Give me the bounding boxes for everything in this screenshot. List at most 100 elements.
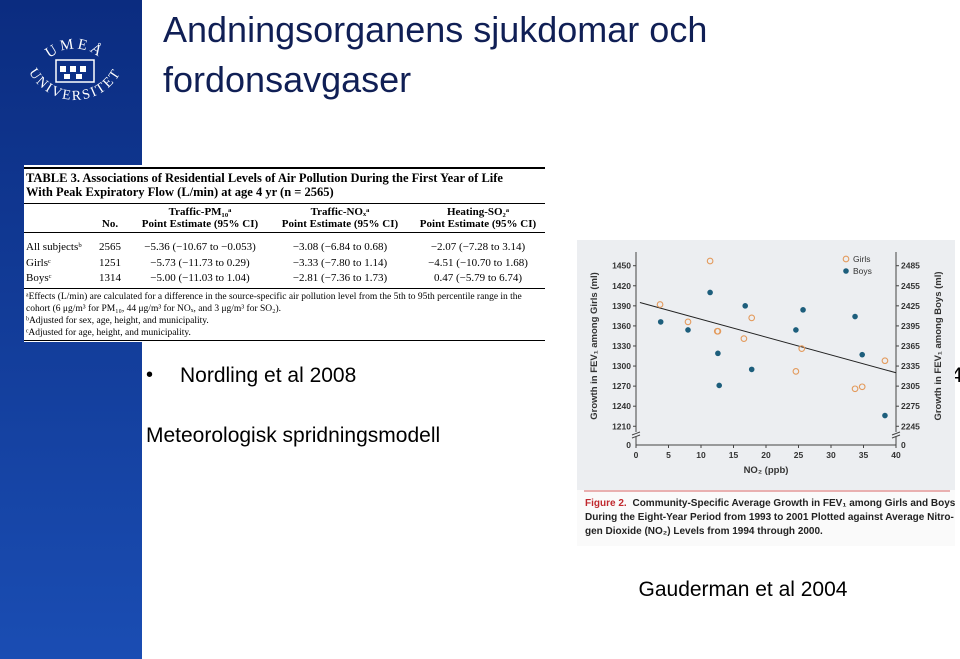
table-column-header: No.	[101, 218, 119, 230]
caption-line: Community-Specific Average Growth in FEV…	[632, 498, 955, 509]
title-line: Andningsorganens sjukdomar och	[163, 9, 707, 50]
y-tick-label: 1390	[612, 301, 631, 311]
table-title: TABLE 3. Associations of Residential Lev…	[26, 171, 503, 185]
legend-label: Girls	[853, 254, 870, 264]
point	[798, 345, 806, 353]
y2-tick-label: 2455	[901, 281, 920, 291]
table-cell: −5.36 (−10.67 to −0.053)	[144, 241, 256, 253]
point	[707, 289, 713, 296]
legend-marker	[842, 255, 850, 263]
point	[881, 357, 889, 365]
bullet-text: Nordling et al 2008	[180, 364, 356, 387]
point	[859, 351, 865, 358]
point	[706, 257, 714, 265]
x-tick-label: 20	[761, 450, 771, 460]
caption-label: Figure 2.	[585, 498, 627, 509]
x-tick-label: 25	[794, 450, 804, 460]
x-tick-label: 35	[859, 450, 869, 460]
point	[714, 327, 722, 335]
y2-tick-label: 2365	[901, 341, 920, 351]
point	[800, 307, 806, 313]
y-tick-label: 1450	[612, 261, 631, 271]
table-cell: −2.07 (−7.28 to 3.14)	[430, 241, 526, 253]
figure-bg	[577, 240, 955, 490]
point	[740, 335, 748, 342]
y-tick-label: 1360	[612, 321, 631, 331]
table-rule	[24, 167, 545, 169]
title-line: fordonsavgaser	[163, 59, 411, 100]
table-group-header: Traffic-PM₁₀ᵃ	[168, 206, 232, 218]
table-rule	[24, 203, 545, 204]
table-rule	[24, 232, 545, 233]
point	[656, 301, 664, 308]
trend-line	[639, 302, 897, 374]
y2-tick-label: 2335	[901, 361, 920, 371]
table-group-header: Heating-SO₂ᵃ	[446, 206, 510, 218]
y-tick-label: 1210	[612, 421, 631, 431]
table: TABLE 3. Associations of Residential Lev…	[24, 165, 545, 342]
y-tick-label: 1270	[612, 381, 631, 391]
point	[748, 314, 756, 322]
table-group-header: Traffic-NOₓᵃ	[310, 206, 370, 218]
point	[742, 303, 748, 309]
point	[748, 366, 755, 373]
y2-axis-label: Growth in FEV₁ among Boys (ml)	[933, 271, 944, 420]
y2-tick-label: 2485	[901, 261, 920, 271]
y-axis-label: Growth in FEV₁ among Girls (ml)	[589, 272, 600, 420]
point	[715, 350, 721, 357]
table-cell: Girlsᶜ	[26, 256, 51, 269]
axis-break	[891, 431, 901, 439]
x-axis-label: NO₂ (ppb)	[744, 465, 789, 476]
legend-marker	[843, 268, 849, 274]
table-cell: −3.08 (−6.84 to 0.68)	[292, 241, 388, 253]
table-cell: −4.51 (−10.70 to 1.68)	[428, 256, 528, 269]
x-tick-label: 0	[634, 450, 639, 460]
y2-tick-label: 2395	[901, 321, 920, 331]
logo-emblem	[55, 59, 95, 83]
point	[851, 385, 859, 393]
y-tick-label: 1420	[612, 281, 631, 291]
clipped-text: 4	[951, 364, 960, 387]
y-tick-label: 1240	[612, 401, 631, 411]
y-tick-label: 1330	[612, 341, 631, 351]
y-tick-label: 1300	[612, 361, 631, 371]
caption-bg	[577, 490, 955, 546]
y2-tick-label: 2245	[901, 421, 920, 431]
table-cell: All subjectsᵇ	[26, 241, 82, 253]
point	[657, 319, 664, 325]
scatter-chart: 0 5 10 15 20 25 30 35 40 1210 1240 1270 1300 1330 1360…	[589, 252, 944, 476]
y2-tick-label: 2275	[901, 401, 920, 411]
table-footnote: ᵇAdjusted for sex, age, height, and muni…	[26, 316, 209, 326]
table-rule	[24, 288, 545, 289]
table-cell: −5.73 (−11.73 to 0.29)	[150, 256, 250, 269]
table-column-header: Point Estimate (95% CI)	[281, 218, 399, 230]
x-tick-label: 10	[696, 450, 706, 460]
table-cell: 2565	[99, 241, 121, 253]
table-cell: 1314	[99, 272, 121, 284]
caption-line: gen Dioxide (NO₂) Levels from 1994 throu…	[585, 526, 823, 537]
point	[684, 318, 692, 326]
table-cell: −2.81 (−7.36 to 1.73)	[292, 272, 388, 284]
caption: Figure 2. Community-Specific Average Gro…	[585, 498, 956, 509]
x-tick-label: 40	[891, 450, 901, 460]
table-cell: 1251	[99, 256, 121, 269]
table-cell: Boysᶜ	[26, 272, 52, 284]
table-footnote: ᵃEffects (L/min) are calculated for a di…	[26, 292, 522, 314]
table-cell: 0.47 (−5.79 to 6.74)	[433, 272, 523, 284]
note-text: Meteorologisk spridningsmodell	[146, 424, 440, 447]
x-tick-label: 15	[729, 450, 739, 460]
point	[793, 327, 799, 333]
point	[882, 412, 888, 419]
bullet-dot: •	[146, 364, 153, 386]
table-cell: −5.00 (−11.03 to 1.04)	[150, 272, 250, 284]
caption-line: During the Eight-Year Period from 1993 t…	[585, 512, 954, 523]
table-column-header: Point Estimate (95% CI)	[419, 218, 537, 230]
axis-break	[631, 431, 641, 439]
logo-emblem-marks	[60, 66, 86, 79]
y2-tick-label: 2305	[901, 381, 920, 391]
table-column-header: Point Estimate (95% CI)	[141, 218, 259, 230]
point	[852, 313, 858, 320]
x-tick-label: 5	[666, 450, 671, 460]
